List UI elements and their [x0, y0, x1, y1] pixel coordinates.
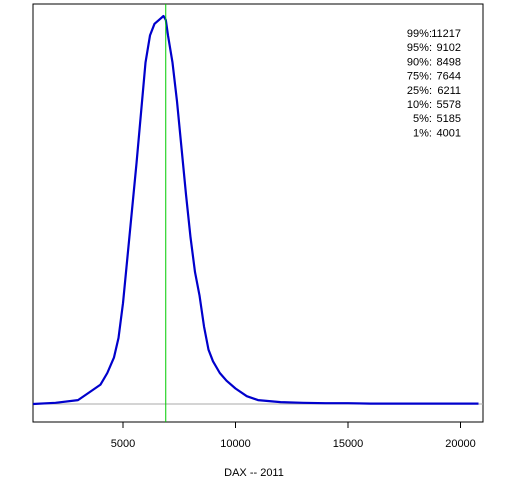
quantile-value: 8498 — [437, 56, 461, 68]
quantile-label: 75%: — [407, 71, 432, 83]
quantile-value: 6211 — [437, 85, 461, 97]
quantile-value: 5185 — [437, 113, 461, 125]
x-axis-title: DAX -- 2011 — [224, 467, 284, 479]
quantile-label: 10%: — [407, 99, 432, 111]
quantile-value: 9102 — [437, 42, 461, 54]
density-line — [32, 14, 479, 406]
plot-frame — [32, 3, 484, 423]
quantile-value: 11217 — [431, 28, 461, 40]
x-tick-label: 5000 — [111, 438, 135, 450]
quantile-value: 7644 — [437, 71, 461, 83]
quantile-label: 90%: — [407, 56, 432, 68]
quantile-label: 1%: — [413, 127, 432, 139]
x-tick-label: 20000 — [445, 438, 476, 450]
quantile-label: 5%: — [413, 113, 432, 125]
quantile-label: 99%: — [407, 28, 432, 40]
x-tick-label: 10000 — [220, 438, 251, 450]
x-tick-label: 15000 — [333, 438, 364, 450]
quantile-label: 95%: — [407, 42, 432, 54]
quantile-label: 25%: — [407, 85, 432, 97]
quantile-value: 4001 — [437, 127, 461, 139]
quantile-value: 5578 — [437, 99, 461, 111]
